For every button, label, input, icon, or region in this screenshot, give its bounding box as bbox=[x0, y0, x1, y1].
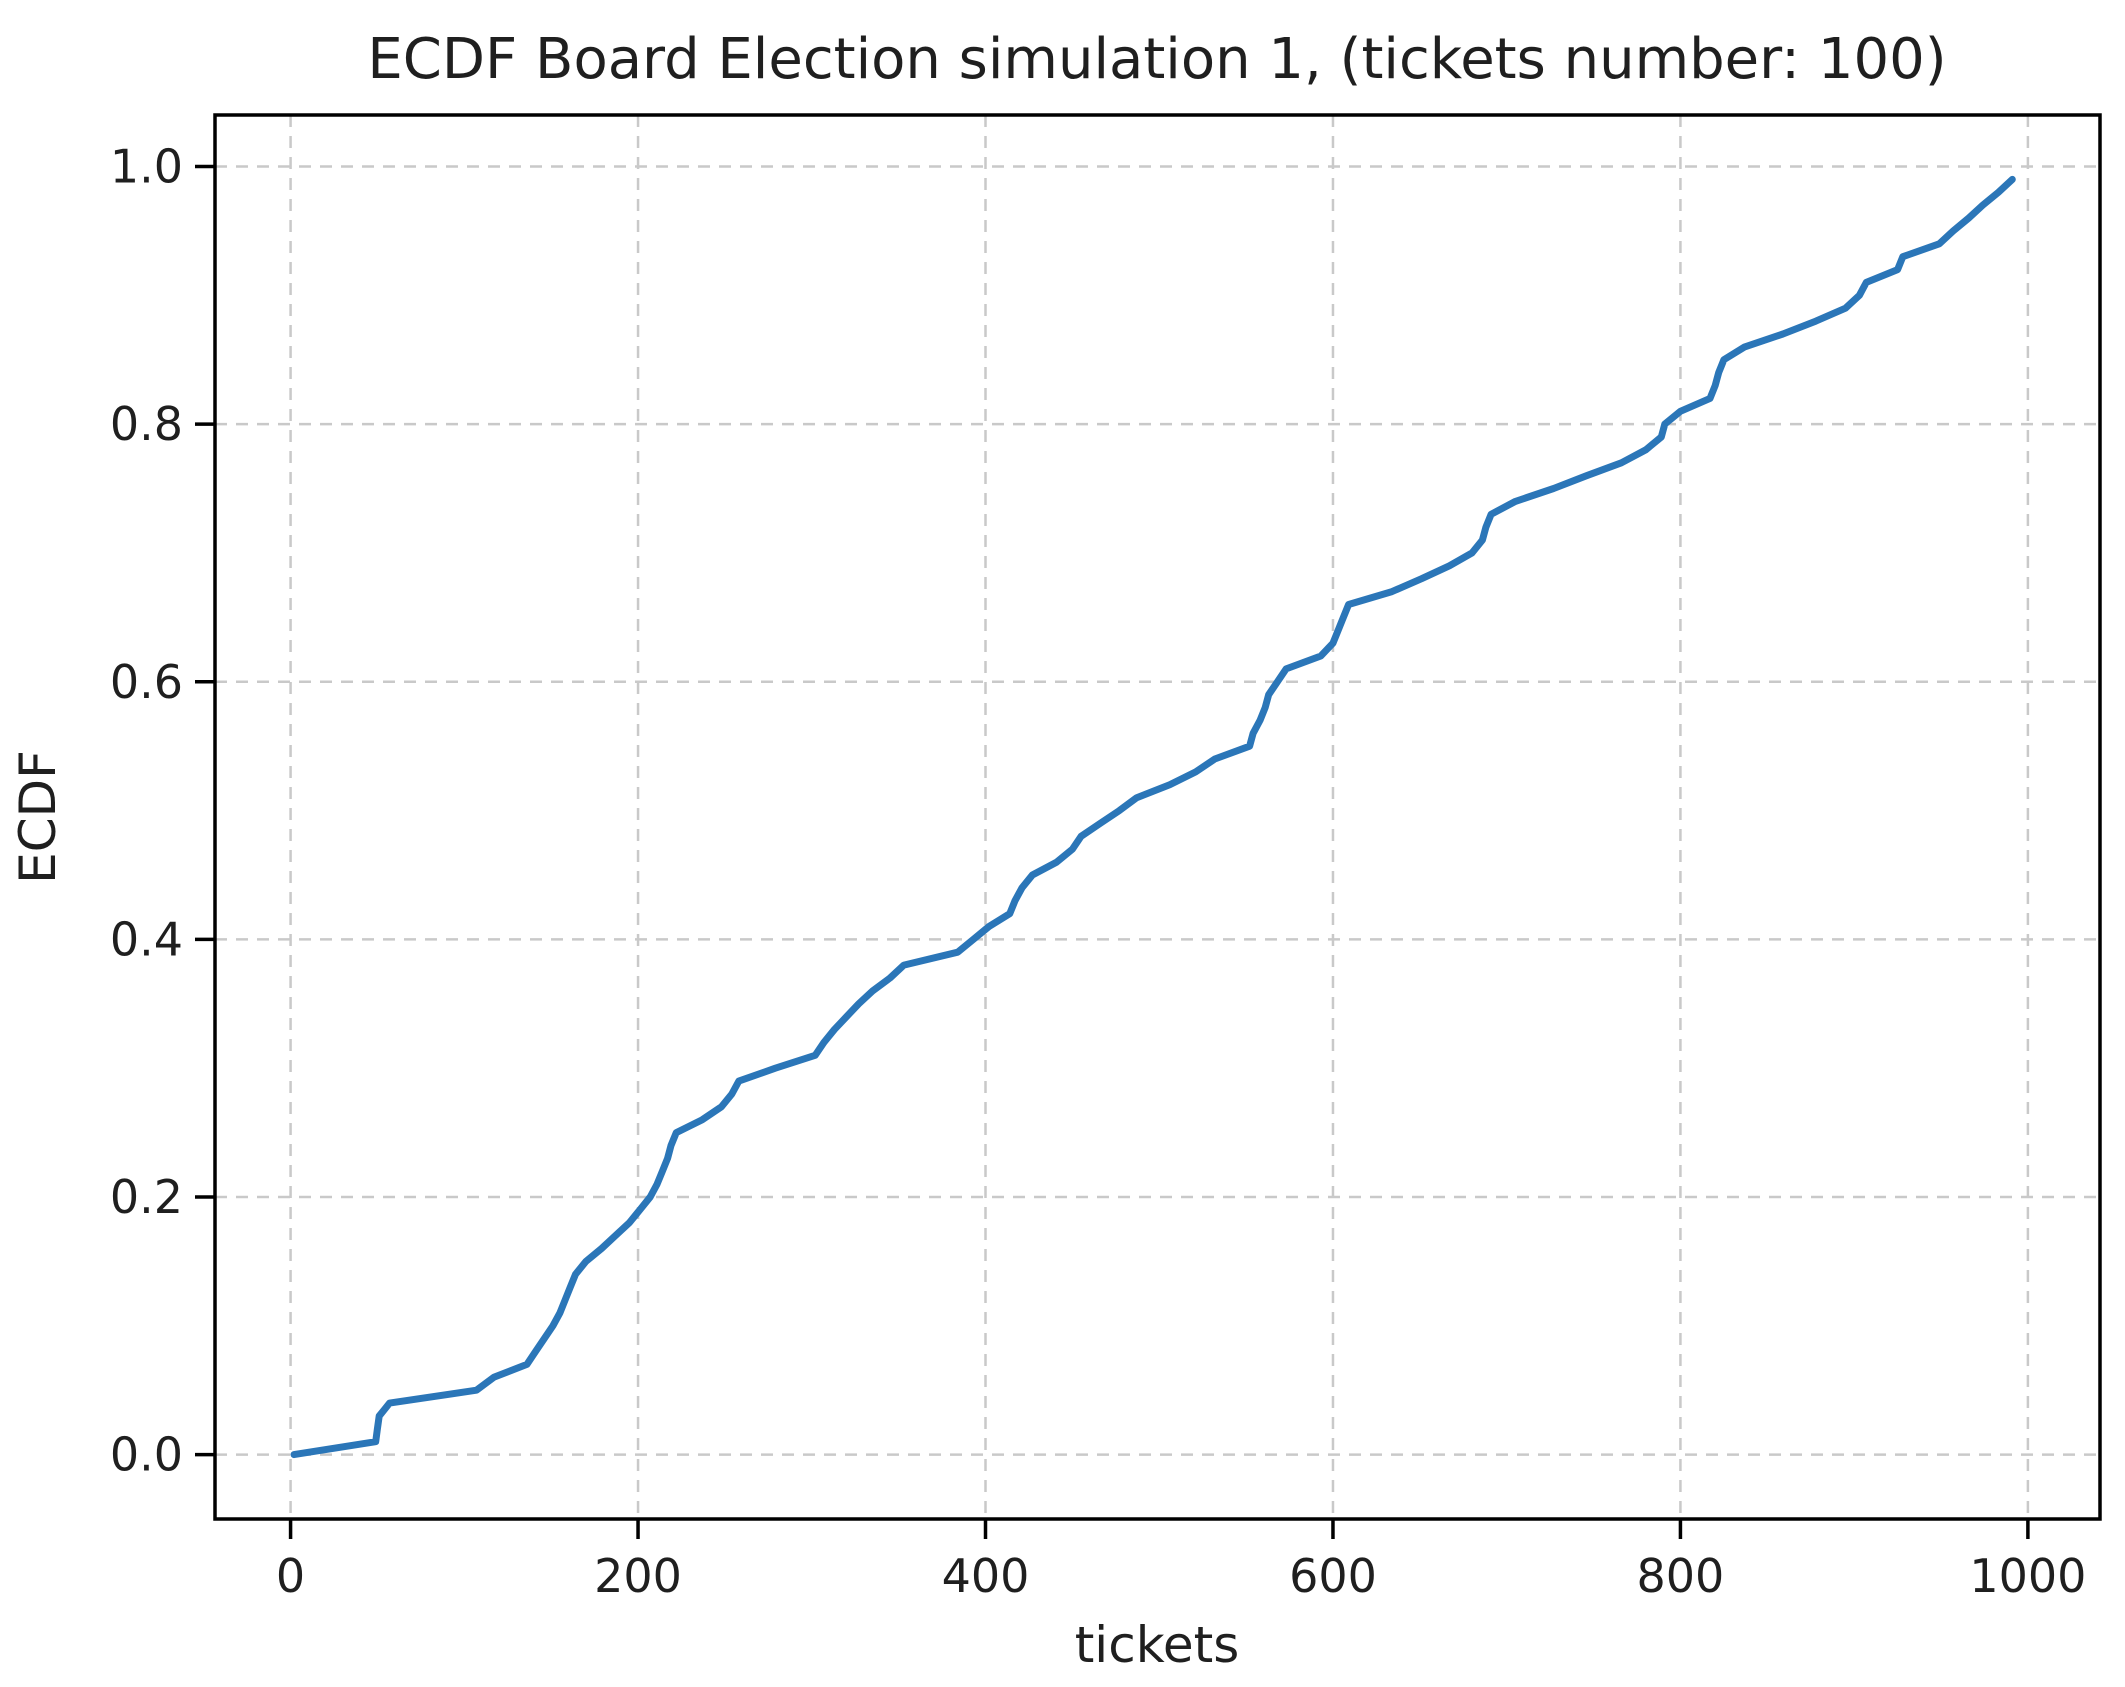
x-tick-label: 200 bbox=[594, 1549, 682, 1603]
x-tick-label: 1000 bbox=[1969, 1549, 2086, 1603]
grid-lines bbox=[215, 115, 2100, 1519]
x-tick-label: 0 bbox=[276, 1549, 305, 1603]
y-tick-label: 0.8 bbox=[110, 397, 183, 451]
y-tick-label: 1.0 bbox=[110, 140, 183, 194]
x-tick-label: 400 bbox=[942, 1549, 1030, 1603]
ecdf-curve bbox=[290, 175, 2016, 1459]
tick-marks bbox=[195, 164, 2030, 1539]
x-tick-label: 800 bbox=[1637, 1549, 1725, 1603]
axes-spines bbox=[213, 113, 2102, 1521]
chart-title: ECDF Board Election simulation 1, (ticke… bbox=[367, 27, 1946, 92]
y-tick-label: 0.0 bbox=[110, 1428, 183, 1482]
plot-area bbox=[215, 115, 2100, 1519]
y-axis-label: ECDF bbox=[9, 750, 67, 884]
y-tick-label: 0.4 bbox=[110, 912, 183, 966]
x-axis-label: tickets bbox=[1075, 1616, 1240, 1674]
x-tick-labels: 0 200 400 600 800 1000 bbox=[276, 1549, 2087, 1603]
y-tick-labels: 0.0 0.2 0.4 0.6 0.8 1.0 bbox=[110, 140, 183, 1482]
y-tick-label: 0.6 bbox=[110, 655, 183, 709]
x-tick-label: 600 bbox=[1289, 1549, 1377, 1603]
y-tick-label: 0.2 bbox=[110, 1170, 183, 1224]
